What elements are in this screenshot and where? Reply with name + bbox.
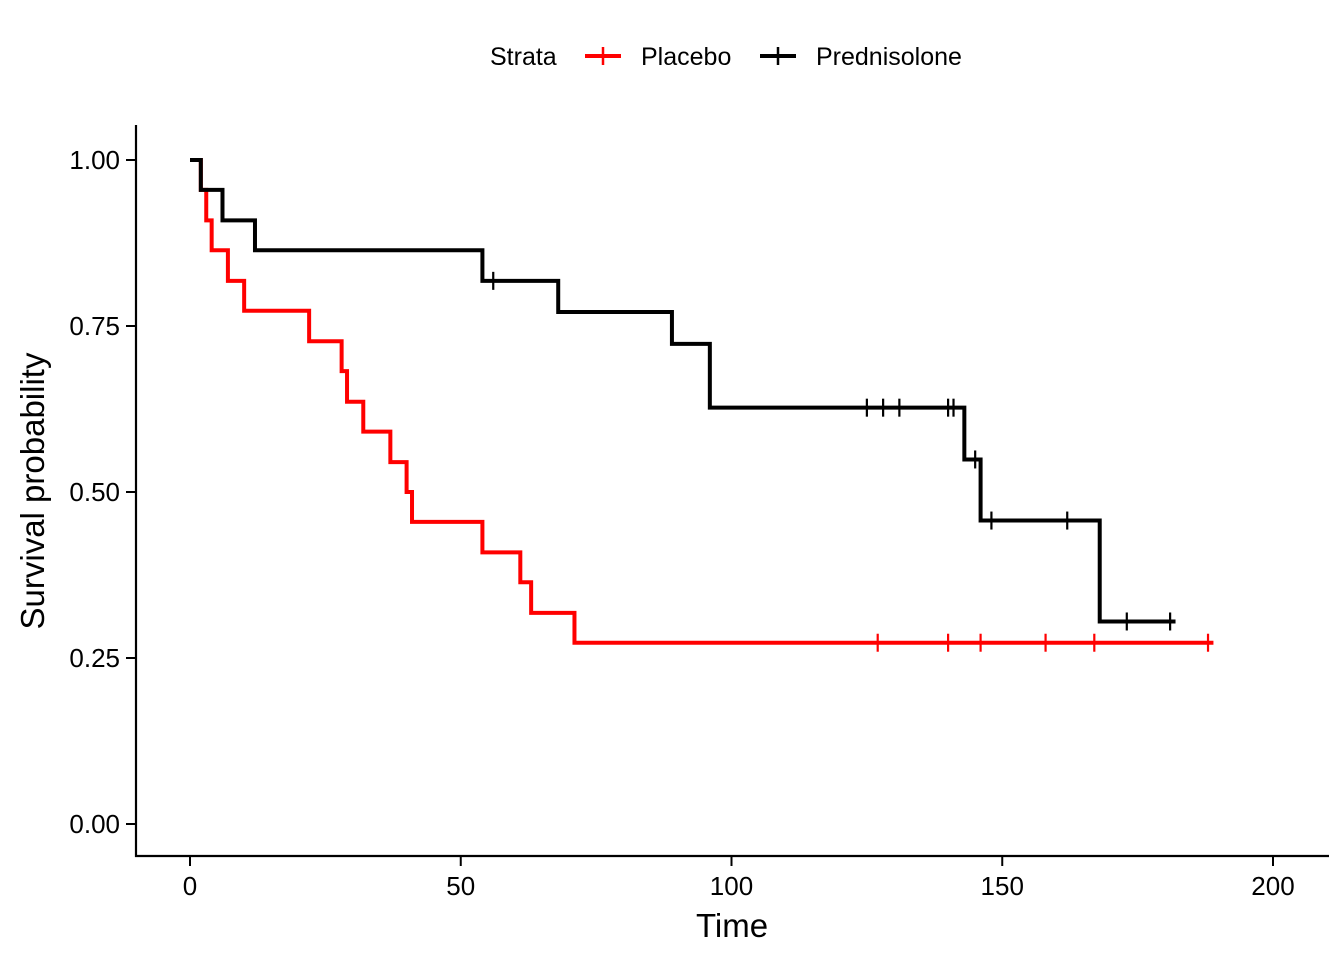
survival-curve bbox=[190, 158, 1214, 645]
x-axis-label: Time bbox=[696, 907, 768, 944]
y-tick-label: 0.75 bbox=[69, 311, 120, 341]
series-placebo bbox=[190, 158, 1214, 652]
legend-label: Placebo bbox=[641, 43, 731, 71]
x-tick-label: 150 bbox=[981, 871, 1024, 901]
x-tick-label: 100 bbox=[710, 871, 753, 901]
x-tick-label: 200 bbox=[1251, 871, 1294, 901]
legend-title: Strata bbox=[490, 43, 557, 71]
legend-label: Prednisolone bbox=[816, 43, 962, 71]
x-tick-label: 50 bbox=[446, 871, 475, 901]
y-tick-label: 1.00 bbox=[69, 145, 120, 175]
y-tick-label: 0.50 bbox=[69, 477, 120, 507]
x-tick-label: 0 bbox=[183, 871, 197, 901]
legend: Strata Placebo Prednisolone bbox=[490, 43, 962, 71]
y-axis-label: Survival probability bbox=[14, 352, 51, 629]
series-prednisolone bbox=[190, 158, 1176, 631]
survival-curve bbox=[190, 158, 1176, 624]
y-tick-label: 0.00 bbox=[69, 809, 120, 839]
y-tick-label: 0.25 bbox=[69, 643, 120, 673]
